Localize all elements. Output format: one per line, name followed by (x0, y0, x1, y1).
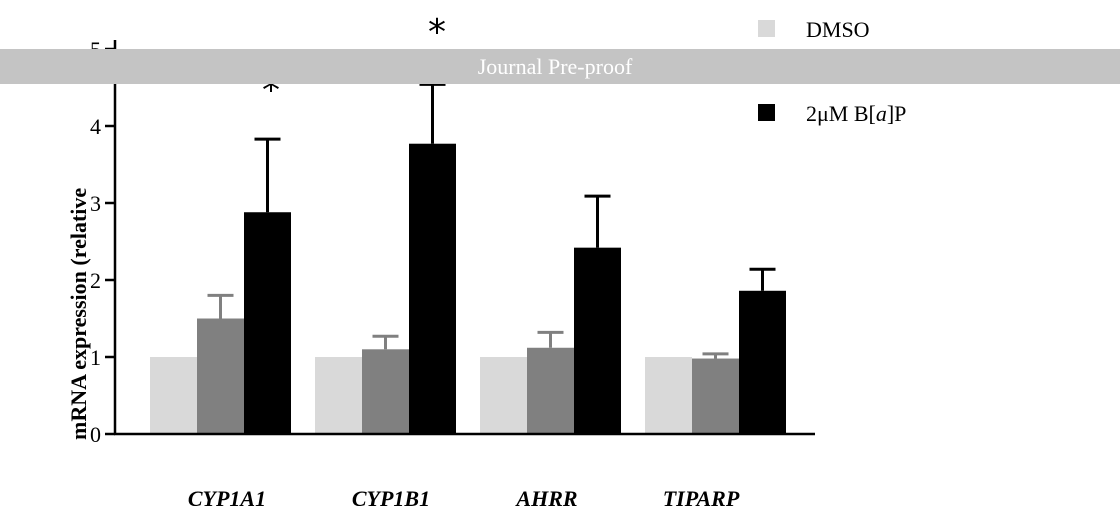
y-tick-label-3: 3 (90, 191, 101, 216)
y-tick-label-1: 1 (90, 345, 101, 370)
bar-cyp1a1-series-2 (244, 212, 291, 434)
legend-label-2: 2μM B[a]P (806, 101, 906, 126)
bar-cyp1b1-series-0 (315, 357, 362, 434)
legend-swatch-0 (758, 20, 775, 37)
significance-star-cyp1b1: * (428, 12, 446, 53)
y-tick-label-0: 0 (90, 422, 101, 447)
banner-text: Journal Pre-proof (478, 54, 633, 79)
category-label-ahrr: AHRR (514, 486, 577, 511)
bar-ahrr-series-2 (574, 247, 621, 434)
axes (113, 40, 815, 436)
y-tick-label-4: 4 (90, 114, 101, 139)
bar-ahrr-series-0 (480, 357, 527, 434)
y-ticks: 012345 (90, 37, 115, 447)
bar-tiparp-series-0 (645, 357, 692, 434)
banner-background (0, 49, 1120, 84)
bar-tiparp-series-2 (739, 290, 786, 434)
bar-cyp1a1-series-0 (150, 357, 197, 434)
category-label-tiparp: TIPARP (663, 486, 740, 511)
category-label-cyp1a1: CYP1A1 (188, 486, 266, 511)
bar-tiparp-series-1 (692, 358, 739, 434)
y-axis-label: mRNA expression (relative (66, 188, 91, 440)
category-labels: CYP1A1 CYP1B1 AHRR TIPARP (188, 486, 740, 511)
bar-cyp1b1-series-2 (409, 143, 456, 434)
bar-cyp1a1-series-1 (197, 318, 244, 434)
error-bars-layer (207, 82, 776, 359)
category-label-cyp1b1: CYP1B1 (352, 486, 430, 511)
journal-banner: Journal Pre-proof (0, 49, 1120, 84)
bars-layer (150, 143, 786, 434)
bar-cyp1b1-series-1 (362, 349, 409, 434)
y-tick-label-2: 2 (90, 268, 101, 293)
legend: DMSO 2μM B[a]P (758, 17, 906, 126)
legend-label-0: DMSO (806, 17, 870, 42)
legend-swatch-2 (758, 104, 775, 121)
bar-ahrr-series-1 (527, 347, 574, 434)
